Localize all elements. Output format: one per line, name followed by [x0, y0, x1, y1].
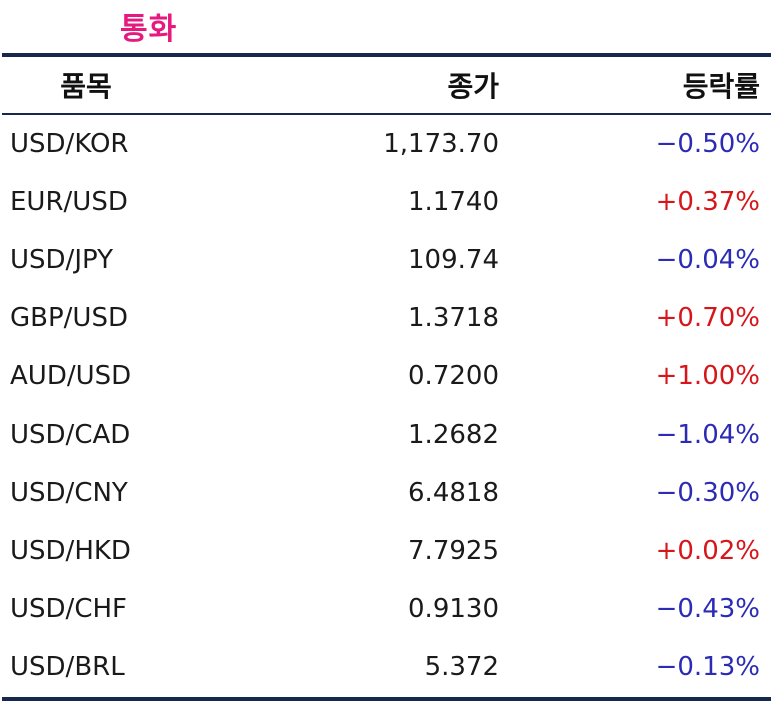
- cell-close: 5.372: [424, 651, 499, 682]
- cell-change: −0.30%: [655, 477, 760, 508]
- cell-change: +0.37%: [655, 187, 760, 218]
- cell-change: −0.04%: [655, 245, 760, 276]
- cell-change: −0.43%: [655, 593, 760, 624]
- cell-item: GBP/USD: [10, 303, 128, 334]
- table-row: EUR/USD 1.1740 +0.37%: [2, 173, 771, 231]
- table-row: AUD/USD 0.7200 +1.00%: [2, 347, 771, 405]
- table-row: USD/JPY 109.74 −0.04%: [2, 231, 771, 289]
- cell-item: USD/HKD: [10, 535, 131, 566]
- cell-item: USD/CAD: [10, 419, 131, 450]
- cell-close: 1,173.70: [383, 129, 499, 160]
- table-row: USD/KOR 1,173.70 −0.50%: [2, 115, 771, 173]
- table-row: USD/HKD 7.7925 +0.02%: [2, 522, 771, 580]
- cell-item: USD/CNY: [10, 477, 128, 508]
- table-header: 품목 종가 등락률: [2, 57, 771, 115]
- cell-item: AUD/USD: [10, 361, 132, 392]
- cell-item: USD/JPY: [10, 245, 113, 276]
- cell-change: +0.02%: [655, 535, 760, 566]
- header-close: 종가: [447, 70, 499, 103]
- cell-close: 109.74: [408, 245, 499, 276]
- cell-change: +0.70%: [655, 303, 760, 334]
- cell-change: −0.50%: [655, 129, 760, 160]
- cell-item: USD/BRL: [10, 651, 125, 682]
- table-row: USD/CNY 6.4818 −0.30%: [2, 464, 771, 522]
- currency-table: 품목 종가 등락률 USD/KOR 1,173.70 −0.50% EUR/USD 1.…: [2, 53, 771, 701]
- table-row: USD/CHF 0.9130 −0.43%: [2, 580, 771, 638]
- cell-change: −1.04%: [655, 419, 760, 450]
- cell-item: USD/KOR: [10, 129, 129, 160]
- bottom-rule: [2, 696, 771, 701]
- cell-close: 1.1740: [408, 187, 499, 218]
- cell-close: 6.4818: [408, 477, 499, 508]
- table-body: USD/KOR 1,173.70 −0.50% EUR/USD 1.1740 +0.37%…: [2, 115, 771, 696]
- table-row: GBP/USD 1.3718 +0.70%: [2, 289, 771, 347]
- page-title: 통화: [120, 12, 178, 47]
- table-row: USD/CAD 1.2682 −1.04%: [2, 405, 771, 463]
- cell-close: 0.9130: [408, 593, 499, 624]
- cell-change: −0.13%: [655, 651, 760, 682]
- cell-item: EUR/USD: [10, 187, 128, 218]
- table-row: USD/BRL 5.372 −0.13%: [2, 638, 771, 696]
- cell-close: 1.2682: [408, 419, 499, 450]
- cell-close: 7.7925: [408, 535, 499, 566]
- cell-item: USD/CHF: [10, 593, 127, 624]
- cell-close: 0.7200: [408, 361, 499, 392]
- cell-close: 1.3718: [408, 303, 499, 334]
- top-rule: [2, 53, 771, 57]
- cell-change: +1.00%: [655, 361, 760, 392]
- header-change: 등락률: [682, 70, 760, 103]
- header-item: 품목: [60, 70, 112, 103]
